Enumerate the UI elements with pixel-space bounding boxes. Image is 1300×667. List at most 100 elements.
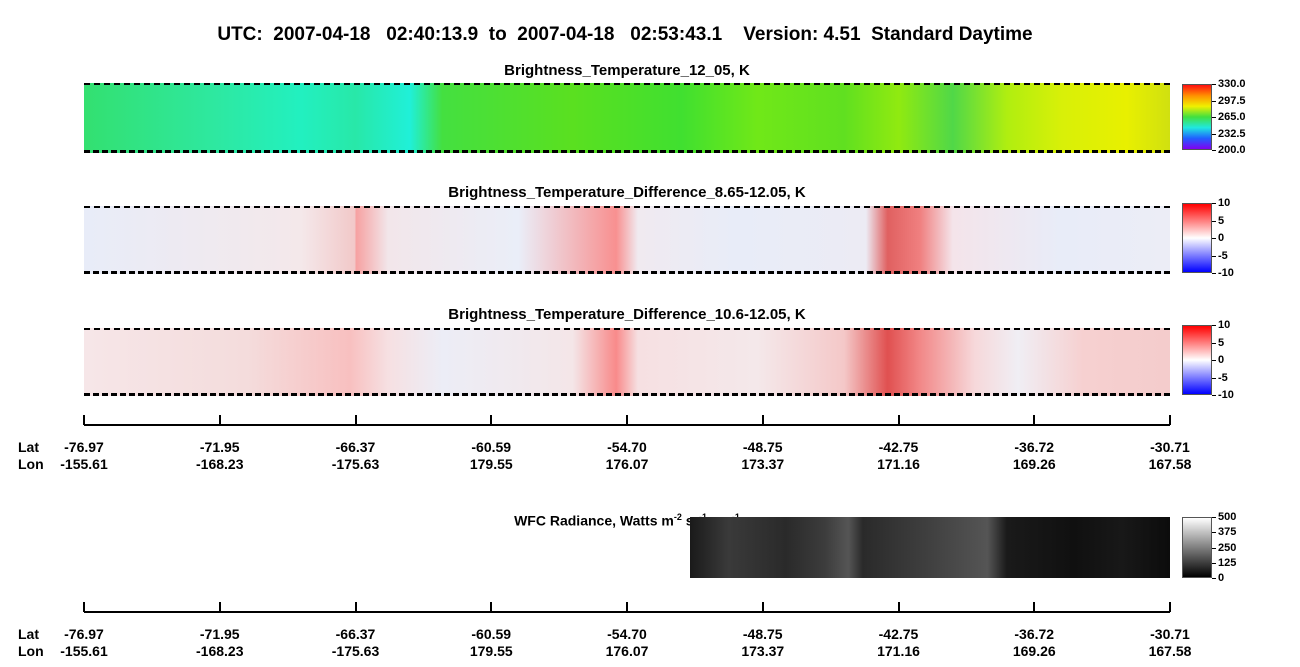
colorbar-tick	[1212, 395, 1216, 396]
lat-label: -54.70	[607, 626, 647, 642]
title-sup: -2	[673, 512, 682, 522]
axis-tick	[761, 602, 764, 612]
colorbar-tick	[1212, 532, 1216, 534]
colorbar-tick-label: 500	[1218, 511, 1237, 523]
axis-tick	[1033, 415, 1036, 425]
colorbar-tick	[1212, 238, 1216, 239]
colorbar-tick-label: -10	[1218, 267, 1234, 279]
colorbar	[1182, 517, 1212, 578]
axis-line	[84, 424, 1170, 426]
axis-tick	[761, 415, 764, 425]
lon-label: -155.61	[60, 643, 108, 659]
lat-label: -42.75	[878, 439, 919, 455]
lon-label: 169.26	[1012, 643, 1056, 659]
lon-label: 167.58	[1148, 456, 1192, 472]
panel-title: Brightness_Temperature_Difference_10.6-1…	[448, 306, 806, 323]
btd-image	[84, 206, 1170, 274]
colorbar-tick-label: -10	[1218, 389, 1234, 401]
lon-label: 179.55	[469, 643, 513, 659]
colorbar-tick-label: 125	[1218, 556, 1237, 569]
lon-label: -168.23	[196, 456, 244, 472]
lon-label: 169.26	[1012, 456, 1056, 472]
colorbar-tick-label: 5	[1218, 214, 1225, 227]
colorbar-tick	[1212, 203, 1216, 204]
colorbar-tick	[1212, 150, 1216, 151]
panel-title: Brightness_Temperature_Difference_8.65-1…	[448, 184, 806, 201]
colorbar-tick-label: 250	[1218, 541, 1237, 554]
axis-tick	[897, 415, 900, 425]
axis-line	[84, 611, 1170, 613]
axis-tick	[218, 602, 221, 612]
colorbar-tick	[1212, 84, 1216, 85]
colorbar-tick-label: -5	[1218, 371, 1228, 384]
row-label: Lon	[18, 456, 44, 472]
colorbar-tick-label: 0	[1218, 232, 1225, 244]
lat-label: -76.97	[64, 626, 104, 642]
colorbar	[1182, 84, 1212, 150]
colorbar-tick	[1212, 547, 1216, 549]
row-label: Lat	[18, 626, 39, 642]
lon-label: 171.16	[877, 643, 920, 659]
row-label: Lat	[18, 439, 39, 455]
colorbar	[1182, 325, 1212, 395]
colorbar-tick-label: -5	[1218, 249, 1228, 262]
main-title: UTC: 2007-04-18 02:40:13.9 to 2007-04-18…	[217, 24, 1033, 45]
colorbar-tick	[1212, 255, 1216, 257]
colorbar-tick	[1212, 100, 1216, 102]
lat-label: -60.59	[471, 439, 512, 455]
colorbar-tick-label: 200.0	[1218, 144, 1246, 156]
lat-label: -48.75	[742, 626, 783, 642]
colorbar-tick	[1212, 578, 1216, 579]
colorbar-tick	[1212, 220, 1216, 222]
lon-label: 171.16	[877, 456, 920, 472]
colorbar-tick	[1212, 360, 1216, 361]
lat-label: -71.95	[199, 626, 240, 642]
row-label: Lon	[18, 643, 44, 659]
lon-label: -175.63	[331, 456, 380, 472]
colorbar-tick	[1212, 517, 1216, 518]
axis-tick	[897, 602, 900, 612]
btd-image	[84, 328, 1170, 396]
lat-label: -48.75	[742, 439, 783, 455]
axis-tick	[626, 415, 628, 425]
title-part: WFC Radiance, Watts m	[514, 512, 674, 529]
colorbar-tick-label: 10	[1218, 197, 1231, 209]
lon-label: 173.37	[741, 643, 785, 659]
lat-label: -36.72	[1014, 439, 1055, 455]
axis-tick	[218, 415, 221, 425]
bt-image	[84, 83, 1170, 153]
colorbar	[1182, 203, 1212, 273]
panel-title: Brightness_Temperature_12_05, K	[504, 62, 750, 79]
colorbar-tick-label: 375	[1218, 526, 1237, 539]
colorbar-tick	[1212, 562, 1216, 564]
lat-label: -36.72	[1014, 626, 1055, 642]
colorbar-tick	[1212, 273, 1216, 274]
lon-label: 179.55	[469, 456, 513, 472]
axis-tick	[83, 602, 85, 612]
lat-label: -66.37	[335, 626, 376, 642]
colorbar-tick	[1212, 325, 1216, 326]
colorbar-tick	[1212, 342, 1216, 344]
axis-tick	[83, 415, 85, 425]
axis-tick	[626, 602, 628, 612]
axis-tick	[1169, 415, 1171, 425]
lat-label: -76.97	[64, 439, 104, 455]
colorbar-tick-label: 297.5	[1218, 94, 1246, 107]
colorbar-tick	[1212, 377, 1216, 379]
lat-label: -30.71	[1150, 439, 1190, 455]
lat-label: -30.71	[1150, 626, 1190, 642]
lon-label: -175.63	[331, 643, 380, 659]
colorbar-tick-label: 232.5	[1218, 127, 1246, 140]
axis-tick	[490, 415, 493, 425]
colorbar-tick	[1212, 117, 1216, 118]
colorbar-tick-label: 0	[1218, 572, 1225, 584]
lon-label: -155.61	[60, 456, 108, 472]
lon-label: 173.37	[741, 456, 785, 472]
colorbar-tick-label: 330.0	[1218, 78, 1246, 90]
lat-label: -71.95	[199, 439, 240, 455]
axis-tick	[354, 602, 357, 612]
colorbar-tick-label: 10	[1218, 319, 1231, 331]
lat-label: -60.59	[471, 626, 512, 642]
lat-label: -66.37	[335, 439, 376, 455]
